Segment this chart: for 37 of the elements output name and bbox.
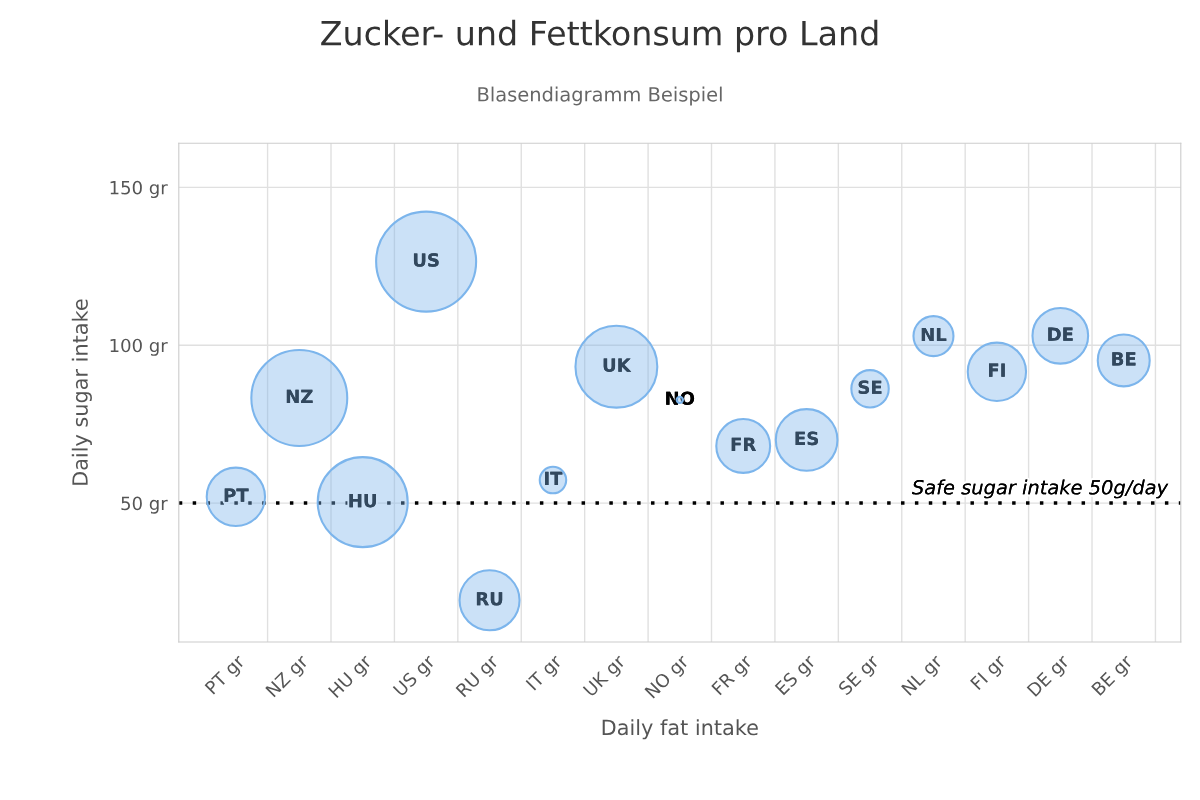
x-tick-label: FI gr <box>970 653 1010 693</box>
y-tick-label: 50 gr <box>121 496 168 514</box>
x-tick-label: BE gr <box>1091 653 1137 699</box>
data-label: ES <box>795 431 818 446</box>
chart-title: Zucker- und Fettkonsum pro Land <box>321 19 878 53</box>
x-axis-title: Daily fat intake <box>602 719 758 740</box>
x-tick-label: PT gr <box>204 653 249 698</box>
x-tick-label: NO gr <box>644 653 693 702</box>
x-tick-label: US gr <box>392 653 439 700</box>
data-label: FR <box>731 437 756 451</box>
x-tick-label: UK gr <box>582 653 629 700</box>
data-label: HU <box>349 493 376 508</box>
data-label: BE <box>1112 352 1136 366</box>
x-tick-label: ES gr <box>774 653 819 698</box>
x-tick-label: SE gr <box>837 653 883 699</box>
y-axis-title: Daily sugar intake <box>71 299 92 485</box>
x-tick-label: DE gr <box>1026 653 1073 700</box>
x-tick-label: HU gr <box>328 653 376 701</box>
chart-subtitle: Blasendiagramm Beispiel <box>478 86 722 106</box>
data-label: NZ <box>286 389 313 403</box>
x-tick-label: NL gr <box>901 653 946 699</box>
x-tick-label: NZ gr <box>265 653 312 700</box>
x-tick-label: IT gr <box>525 653 566 694</box>
x-tick-label: FR gr <box>711 653 756 698</box>
data-label: DE <box>1048 327 1073 341</box>
data-label: IT <box>545 471 563 486</box>
data-label: NL <box>921 327 947 342</box>
data-label: US <box>413 253 439 267</box>
x-tick-label: RU gr <box>455 653 502 700</box>
data-label: FI <box>989 363 1005 377</box>
data-label: SE <box>858 380 882 395</box>
data-label: UK <box>603 358 632 372</box>
data-label: RU <box>476 592 503 606</box>
data-label: PT <box>224 488 249 502</box>
y-tick-label: 150 gr <box>110 180 168 199</box>
y-tick-label: 100 gr <box>110 338 168 356</box>
ref-line-label: Safe sugar intake 50g/day <box>912 479 1169 499</box>
